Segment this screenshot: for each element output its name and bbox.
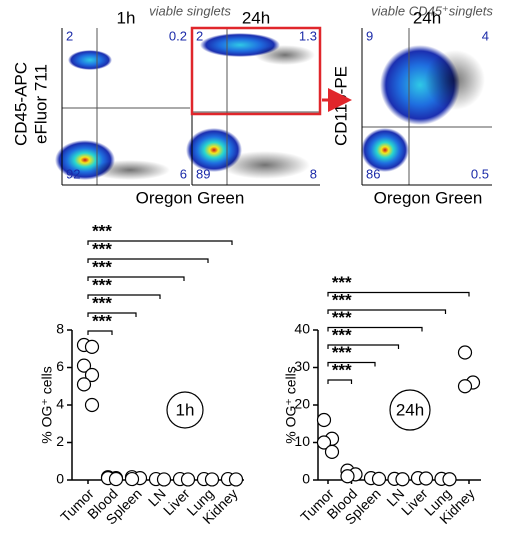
significance-label: *** — [332, 343, 352, 362]
significance-bracket — [327, 326, 423, 332]
significance-bracket — [87, 276, 185, 281]
quadrant-value: 2 — [196, 28, 203, 43]
dot — [204, 472, 220, 487]
dot — [124, 471, 140, 487]
dot — [457, 345, 473, 360]
significance-bracket — [327, 309, 447, 314]
dot — [108, 471, 124, 487]
quadrant-value: 9 — [366, 28, 373, 43]
significance-label: *** — [332, 325, 352, 344]
dot — [371, 471, 387, 486]
y-label: CD11b-PE — [331, 66, 350, 146]
significance-label: *** — [92, 221, 112, 240]
y-tick-label: 2 — [56, 433, 64, 449]
dot — [84, 339, 100, 354]
significance-label: *** — [92, 311, 112, 330]
y-tick-label: 8 — [56, 321, 64, 337]
quadrant-value: 8 — [310, 166, 317, 181]
dot — [316, 412, 332, 428]
significance-bracket — [87, 312, 137, 317]
significance-label: *** — [332, 360, 352, 379]
quadrant-value: 0.2 — [169, 28, 187, 43]
quadrant-value: 89 — [196, 166, 210, 181]
y-label: % OG⁺ cells — [283, 366, 299, 443]
y-tick-label: 40 — [294, 321, 310, 337]
y-label: eFluor 711 — [31, 64, 50, 144]
header: viable CD45⁺singlets — [371, 3, 493, 18]
dot — [156, 472, 172, 487]
quadrant-value: 1.3 — [299, 28, 317, 43]
quadrant-value: 6 — [180, 166, 187, 181]
badge-circle — [389, 389, 431, 431]
badge-circle — [166, 391, 204, 429]
quadrant-value: 92 — [66, 166, 80, 181]
y-tick-label: 0 — [56, 471, 64, 487]
dot — [418, 471, 434, 486]
density — [361, 128, 409, 172]
y-tick-label: 4 — [56, 396, 64, 412]
badge-label: 1h — [176, 400, 195, 419]
density — [255, 45, 315, 65]
significance-bracket — [87, 240, 233, 245]
dot — [180, 472, 196, 487]
y-tick-label: 10 — [294, 433, 310, 449]
significance-label: *** — [332, 290, 352, 309]
header: viable singlets — [149, 3, 231, 18]
significance-bracket — [87, 258, 209, 263]
significance-label: *** — [332, 273, 352, 292]
density — [68, 50, 112, 70]
gate-box — [190, 26, 322, 116]
significance-bracket — [87, 294, 161, 299]
dot — [395, 472, 410, 487]
y-label: % OG⁺ cells — [39, 366, 55, 443]
significance-bracket — [327, 379, 353, 384]
density — [90, 160, 170, 180]
panel-title: 24h — [413, 8, 441, 27]
dot — [84, 367, 100, 383]
flow-plot — [186, 28, 320, 186]
flow-plot — [361, 28, 492, 186]
significance-label: *** — [92, 275, 112, 294]
y-label: CD45-APC — [11, 62, 30, 146]
x-label: Oregon Green — [374, 188, 483, 207]
y-tick-label: 30 — [294, 358, 310, 374]
dot — [316, 435, 332, 450]
significance-bracket — [327, 291, 470, 297]
significance-bracket — [87, 330, 113, 335]
dot — [76, 377, 92, 392]
dot — [442, 472, 457, 487]
quadrant-value: 0.5 — [471, 166, 489, 181]
dot — [340, 469, 355, 484]
significance-bracket — [327, 361, 376, 367]
y-tick-label: 0 — [302, 471, 310, 487]
significance-bracket — [327, 344, 400, 349]
quadrant-value: 4 — [482, 28, 489, 43]
y-tick-label: 20 — [294, 396, 310, 412]
x-label: Oregon Green — [136, 188, 245, 207]
significance-label: *** — [92, 257, 112, 276]
significance-label: *** — [92, 293, 112, 312]
badge-label: 24h — [396, 400, 424, 419]
dot — [228, 472, 244, 487]
quadrant-value: 86 — [366, 166, 380, 181]
density — [220, 151, 310, 179]
density — [425, 50, 485, 110]
dot — [84, 397, 100, 413]
panel-title: 1h — [117, 8, 136, 27]
significance-label: *** — [92, 239, 112, 258]
dot — [457, 379, 473, 394]
significance-label: *** — [332, 308, 352, 327]
y-tick-label: 6 — [56, 358, 64, 374]
flow-plot — [55, 28, 190, 186]
dot — [324, 444, 340, 459]
dot — [76, 358, 92, 373]
panel-title: 24h — [242, 8, 270, 27]
quadrant-value: 2 — [66, 28, 73, 43]
